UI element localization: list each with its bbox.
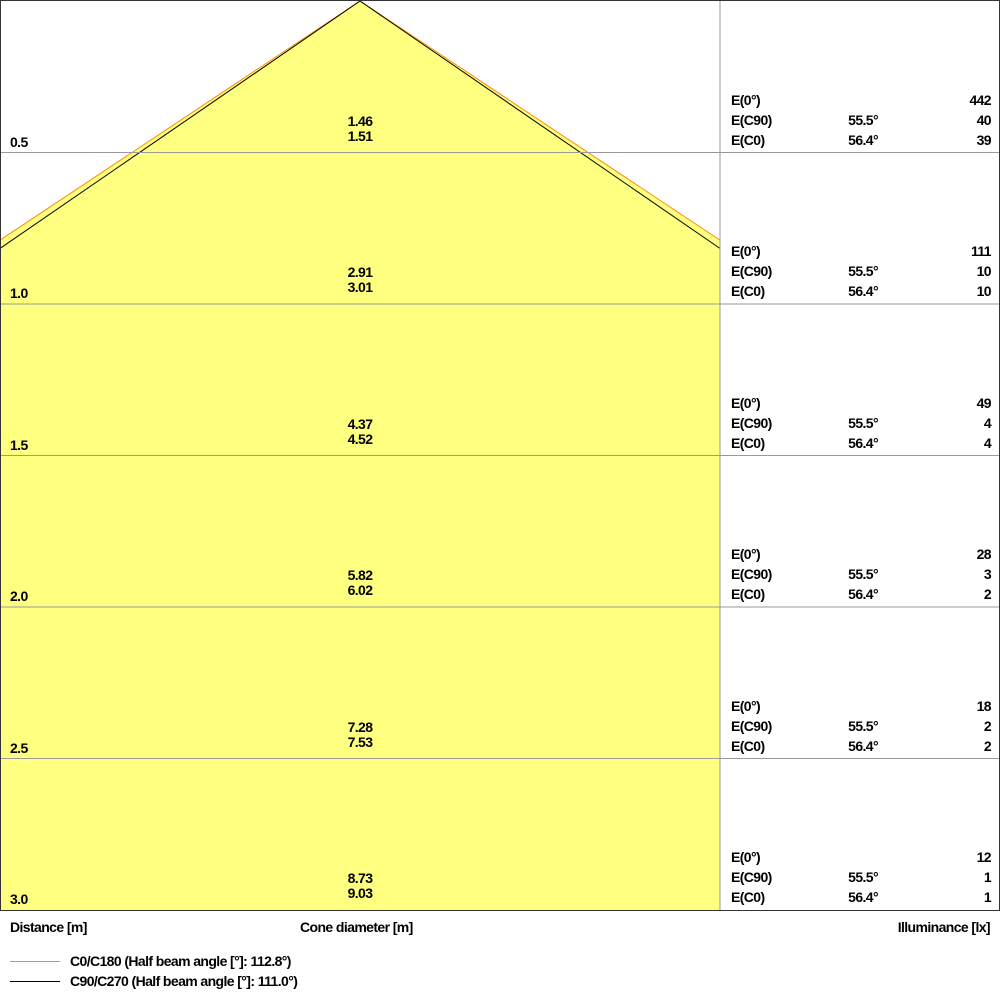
cone-diameter-c0: 7.53 [347,733,373,750]
e0-label: E(0°) [731,243,761,259]
c0-angle: 56.4° [848,283,878,299]
cone-diameter-c90: 1.46 [347,112,373,129]
distance-label: 0.5 [10,133,28,150]
ec0-value: 1 [983,889,992,905]
c90-angle: 55.5° [848,869,878,885]
cone-diameter-c0: 1.51 [347,127,373,144]
cone-diameter-c90: 8.73 [347,870,373,886]
e0-value: 442 [969,91,991,108]
ec90-value: 1 [983,869,992,885]
ec0-value: 4 [983,434,992,451]
legend-line-c90 [10,981,60,982]
ec90-value: 40 [976,111,992,128]
c90-angle: 55.5° [848,717,878,734]
distance-axis-label: Distance [m] [10,919,87,935]
c0-angle: 56.4° [848,737,878,754]
cone-diameter-c0: 3.01 [347,279,373,295]
e0-label: E(0°) [731,546,761,562]
cone-diameter-c90: 7.28 [347,718,373,735]
ec0-value: 2 [983,737,992,754]
cone-diameter-c0: 9.03 [347,885,373,901]
ec90-value: 10 [976,263,992,279]
ec90-value: 4 [983,414,992,431]
ec90-label: E(C90) [731,869,772,885]
distance-label: 1.5 [10,436,28,453]
distance-label: 2.5 [10,739,28,756]
c90-angle: 55.5° [848,566,878,582]
e0-label: E(0°) [731,91,761,108]
ec0-value: 39 [976,131,992,148]
e0-label: E(0°) [731,394,761,411]
c90-angle: 55.5° [848,111,878,128]
c90-angle: 55.5° [848,263,878,279]
e0-value: 12 [976,849,992,865]
legend-label-c0: C0/C180 (Half beam angle [°]: 112.8°) [70,953,291,969]
ec90-value: 2 [983,717,992,734]
ec90-label: E(C90) [731,566,772,582]
c0-angle: 56.4° [848,889,878,905]
cone-axis-label: Cone diameter [m] [300,919,413,935]
cone-diameter-c90: 4.37 [347,415,373,432]
legend-label-c90: C90/C270 (Half beam angle [°]: 111.0°) [70,973,298,989]
ec0-label: E(C0) [731,889,765,905]
ec90-label: E(C90) [731,263,772,279]
distance-label: 2.0 [10,588,28,604]
e0-label: E(0°) [731,697,761,714]
distance-label: 3.0 [10,891,28,907]
legend-line-c0 [10,961,60,962]
e0-value: 28 [976,546,992,562]
e0-value: 18 [976,697,992,714]
c0-angle: 56.4° [848,131,878,148]
cone-diagram [0,0,1000,911]
c0-angle: 56.4° [848,586,878,602]
c0-angle: 56.4° [848,434,878,451]
e0-label: E(0°) [731,849,761,865]
distance-label: 1.0 [10,285,28,301]
e0-value: 111 [970,243,992,259]
ec0-value: 10 [976,283,992,299]
cone-diameter-c90: 2.91 [347,264,373,280]
e0-value: 49 [976,394,992,411]
ec90-value: 3 [983,566,992,582]
ec0-label: E(C0) [731,737,765,754]
ec90-label: E(C90) [731,111,772,128]
illuminance-axis-label: Illuminance [lx] [897,919,991,935]
c90-angle: 55.5° [848,414,878,431]
ec0-label: E(C0) [731,434,765,451]
cone-diameter-c90: 5.82 [347,567,373,583]
ec0-value: 2 [983,586,992,602]
ec0-label: E(C0) [731,586,765,602]
ec90-label: E(C90) [731,717,772,734]
ec90-label: E(C90) [731,414,772,431]
cone-diameter-c0: 4.52 [347,430,373,447]
cone-diameter-c0: 6.02 [347,582,373,598]
ec0-label: E(C0) [731,131,765,148]
ec0-label: E(C0) [731,283,765,299]
